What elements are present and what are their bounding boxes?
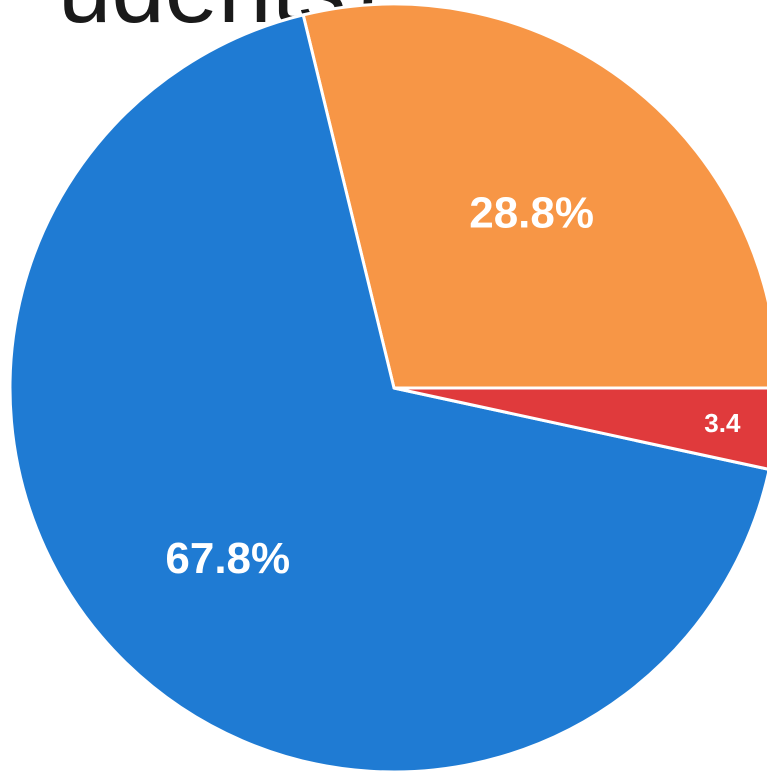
pie-slice-label: 3.4	[704, 408, 741, 438]
pie-slice	[392, 386, 767, 471]
pie-labels: 28.8% 67.8% 3.4	[165, 188, 741, 583]
pie-slice-label: 67.8%	[165, 534, 290, 583]
pie-slice-label: 28.8%	[469, 188, 594, 237]
pie-slice	[301, 2, 767, 390]
pie-slice	[8, 13, 767, 771]
pie-slices	[8, 2, 767, 771]
